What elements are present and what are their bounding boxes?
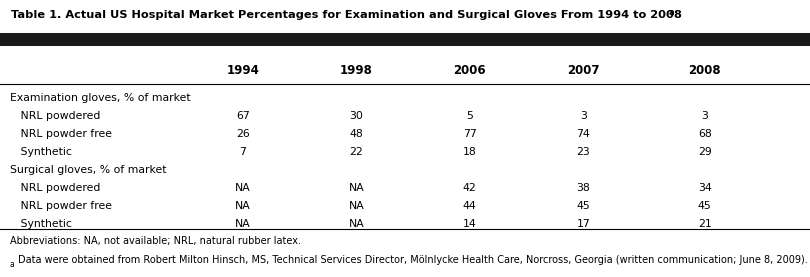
Text: 21: 21	[698, 219, 711, 229]
Text: 44: 44	[463, 201, 476, 211]
Text: 1994: 1994	[227, 64, 259, 77]
Text: 22: 22	[350, 147, 363, 157]
Text: Table 1. Actual US Hospital Market Percentages for Examination and Surgical Glov: Table 1. Actual US Hospital Market Perce…	[11, 10, 681, 20]
Text: 26: 26	[237, 129, 249, 139]
Text: 1998: 1998	[340, 64, 373, 77]
Text: Synthetic: Synthetic	[10, 147, 71, 157]
Text: Abbreviations: NA, not available; NRL, natural rubber latex.: Abbreviations: NA, not available; NRL, n…	[10, 236, 301, 246]
Text: NA: NA	[235, 201, 251, 211]
Text: 7: 7	[240, 147, 246, 157]
Text: 29: 29	[698, 147, 711, 157]
Text: 23: 23	[577, 147, 590, 157]
Bar	[0, 33, 810, 46]
Text: NA: NA	[235, 219, 251, 229]
Text: 2006: 2006	[454, 64, 486, 77]
Text: 48: 48	[350, 129, 363, 139]
Text: Data were obtained from Robert Milton Hinsch, MS, Technical Services Director, M: Data were obtained from Robert Milton Hi…	[18, 255, 808, 265]
Text: Examination gloves, % of market: Examination gloves, % of market	[10, 93, 190, 103]
Text: a: a	[668, 8, 674, 17]
Text: 45: 45	[577, 201, 590, 211]
Text: 17: 17	[577, 219, 590, 229]
Text: 68: 68	[698, 129, 711, 139]
Text: NA: NA	[348, 201, 364, 211]
Text: NA: NA	[235, 183, 251, 193]
Text: 38: 38	[577, 183, 590, 193]
Text: 74: 74	[577, 129, 590, 139]
Text: 34: 34	[698, 183, 711, 193]
Text: Synthetic: Synthetic	[10, 219, 71, 229]
Text: NRL powder free: NRL powder free	[10, 201, 112, 211]
Text: a: a	[10, 260, 15, 269]
Text: 3: 3	[580, 111, 586, 121]
Text: 67: 67	[237, 111, 249, 121]
Text: NRL powdered: NRL powdered	[10, 183, 100, 193]
Text: 18: 18	[463, 147, 476, 157]
Text: 2008: 2008	[688, 64, 721, 77]
Text: 77: 77	[463, 129, 476, 139]
Text: NA: NA	[348, 183, 364, 193]
Text: 5: 5	[467, 111, 473, 121]
Text: 2007: 2007	[567, 64, 599, 77]
Text: 45: 45	[698, 201, 711, 211]
Text: 30: 30	[349, 111, 364, 121]
Text: 14: 14	[463, 219, 476, 229]
Text: NRL powder free: NRL powder free	[10, 129, 112, 139]
Text: 3: 3	[701, 111, 708, 121]
Text: NA: NA	[348, 219, 364, 229]
Text: NRL powdered: NRL powdered	[10, 111, 100, 121]
Text: Surgical gloves, % of market: Surgical gloves, % of market	[10, 165, 166, 175]
Text: 42: 42	[463, 183, 476, 193]
